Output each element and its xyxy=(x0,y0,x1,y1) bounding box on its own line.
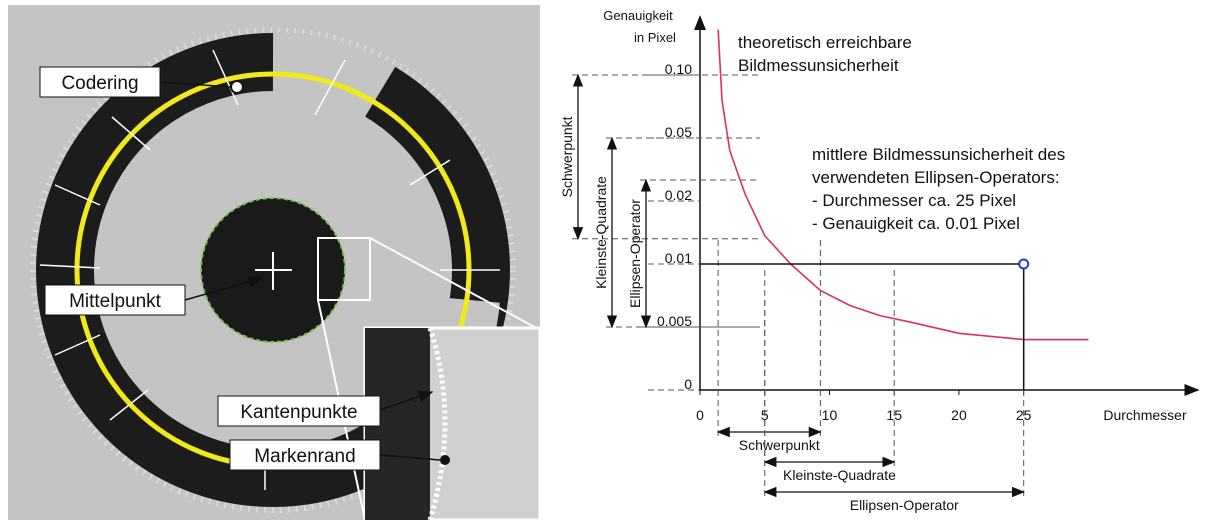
photo: Codering Mittelpunkt Kantenpunkte Marken… xyxy=(8,5,540,520)
range-label: Schwerpunkt xyxy=(739,437,820,453)
photo-label: Kantenpunkte xyxy=(240,402,357,423)
x-tick-label: 20 xyxy=(951,407,967,423)
range-label: Schwerpunkt xyxy=(559,116,575,197)
range-label: Kleinste-Quadrate xyxy=(783,467,896,483)
x-tick-label: 10 xyxy=(822,407,838,423)
annotation: verwendeten Ellipsen-Operators: xyxy=(812,168,1060,187)
annotation: - Durchmesser ca. 25 Pixel xyxy=(812,191,1016,210)
y-tick-label: 0.01 xyxy=(665,250,692,266)
photo-label: Markenrand xyxy=(254,446,355,467)
y-axis-label: Genauigkeit xyxy=(603,8,673,23)
figure: Codering Mittelpunkt Kantenpunkte Marken… xyxy=(0,0,1208,522)
y-tick-label: 0.02 xyxy=(665,187,692,203)
x-tick-label: 0 xyxy=(696,407,704,423)
range-label: Ellipsen-Operator xyxy=(627,199,643,308)
photo-label: Codering xyxy=(61,73,138,94)
point xyxy=(1019,260,1028,269)
annotation: Bildmessunsicherheit xyxy=(738,56,899,75)
range-label: Kleinste-Quadrate xyxy=(593,176,609,289)
annotation: mittlere Bildmessunsicherheit des xyxy=(812,145,1065,164)
range-label: Ellipsen-Operator xyxy=(850,497,959,513)
y-tick-label: 0 xyxy=(684,376,692,392)
y-axis-label: in Pixel xyxy=(634,30,676,45)
y-tick-label: 0.10 xyxy=(665,61,692,77)
x-axis-label: Durchmesser xyxy=(1103,407,1187,423)
annotation: - Genauigkeit ca. 0.01 Pixel xyxy=(812,214,1020,233)
photo-label: Mittelpunkt xyxy=(69,291,162,312)
annotation: theoretisch erreichbare xyxy=(738,33,912,52)
